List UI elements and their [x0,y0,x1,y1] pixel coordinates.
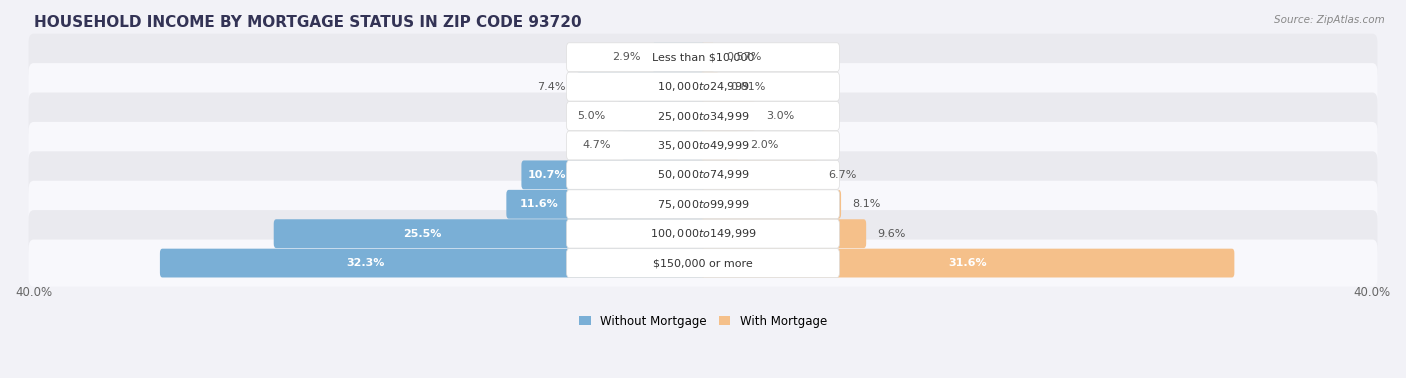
FancyBboxPatch shape [506,190,706,218]
FancyBboxPatch shape [567,102,839,130]
Text: 2.0%: 2.0% [749,141,779,150]
FancyBboxPatch shape [28,34,1378,81]
Legend: Without Mortgage, With Mortgage: Without Mortgage, With Mortgage [576,312,830,330]
Text: HOUSEHOLD INCOME BY MORTGAGE STATUS IN ZIP CODE 93720: HOUSEHOLD INCOME BY MORTGAGE STATUS IN Z… [34,15,581,30]
FancyBboxPatch shape [700,102,755,130]
Text: 5.0%: 5.0% [578,111,606,121]
Text: $35,000 to $49,999: $35,000 to $49,999 [657,139,749,152]
FancyBboxPatch shape [28,63,1378,110]
Text: 0.81%: 0.81% [730,82,765,91]
Text: $10,000 to $24,999: $10,000 to $24,999 [657,80,749,93]
Text: 7.4%: 7.4% [537,82,565,91]
Text: $25,000 to $34,999: $25,000 to $34,999 [657,110,749,122]
Text: $100,000 to $149,999: $100,000 to $149,999 [650,227,756,240]
FancyBboxPatch shape [700,190,841,218]
Text: 2.9%: 2.9% [613,52,641,62]
FancyBboxPatch shape [567,190,839,218]
Text: 6.7%: 6.7% [828,170,856,180]
Text: $75,000 to $99,999: $75,000 to $99,999 [657,198,749,211]
FancyBboxPatch shape [700,43,716,72]
FancyBboxPatch shape [28,181,1378,228]
FancyBboxPatch shape [567,131,839,160]
Text: 32.3%: 32.3% [347,258,385,268]
FancyBboxPatch shape [160,249,706,277]
Text: 25.5%: 25.5% [404,229,441,239]
FancyBboxPatch shape [567,249,839,277]
Text: $150,000 or more: $150,000 or more [654,258,752,268]
Text: 9.6%: 9.6% [877,229,905,239]
FancyBboxPatch shape [700,219,866,248]
FancyBboxPatch shape [522,160,706,189]
FancyBboxPatch shape [700,72,718,101]
FancyBboxPatch shape [621,131,706,160]
FancyBboxPatch shape [567,72,839,101]
Text: Less than $10,000: Less than $10,000 [652,52,754,62]
FancyBboxPatch shape [28,240,1378,287]
FancyBboxPatch shape [567,160,839,189]
FancyBboxPatch shape [28,210,1378,257]
Text: 11.6%: 11.6% [520,199,558,209]
FancyBboxPatch shape [700,131,740,160]
Text: 10.7%: 10.7% [527,170,565,180]
Text: 3.0%: 3.0% [766,111,794,121]
FancyBboxPatch shape [28,93,1378,139]
FancyBboxPatch shape [567,43,839,72]
Text: $50,000 to $74,999: $50,000 to $74,999 [657,168,749,181]
FancyBboxPatch shape [652,43,706,72]
Text: 4.7%: 4.7% [582,141,612,150]
FancyBboxPatch shape [576,72,706,101]
FancyBboxPatch shape [700,249,1234,277]
Text: 0.57%: 0.57% [725,52,761,62]
FancyBboxPatch shape [567,219,839,248]
Text: 8.1%: 8.1% [852,199,880,209]
FancyBboxPatch shape [28,151,1378,198]
Text: Source: ZipAtlas.com: Source: ZipAtlas.com [1274,15,1385,25]
FancyBboxPatch shape [274,219,706,248]
Text: 31.6%: 31.6% [948,258,987,268]
FancyBboxPatch shape [617,102,706,130]
FancyBboxPatch shape [28,122,1378,169]
FancyBboxPatch shape [700,160,818,189]
